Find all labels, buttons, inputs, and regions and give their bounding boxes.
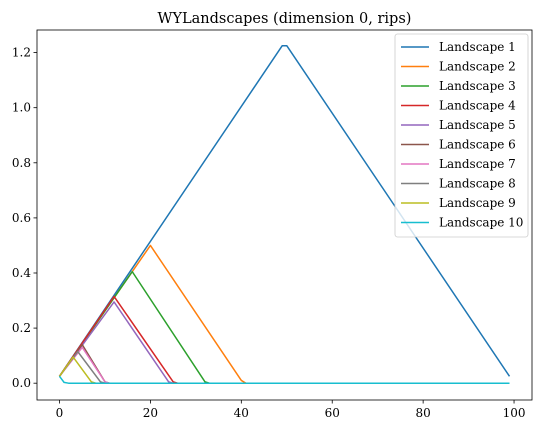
legend: Landscape 1 Landscape 2 Landscape 3 Landsca… xyxy=(394,33,529,238)
legend-label: Landscape 1 xyxy=(439,40,516,54)
legend-label: Landscape 7 xyxy=(439,157,516,171)
legend-label: Landscape 5 xyxy=(439,118,516,132)
y-tick-label: 1.0 xyxy=(12,101,31,115)
x-tick-label: 80 xyxy=(415,406,430,420)
x-tick-label: 20 xyxy=(143,406,158,420)
x-tick-label: 100 xyxy=(503,406,526,420)
legend-label: Landscape 9 xyxy=(439,196,516,210)
x-tick-label: 60 xyxy=(325,406,340,420)
series-line-landscape-3 xyxy=(58,270,510,384)
legend-label: Landscape 10 xyxy=(439,216,523,230)
y-tick-label: 0.8 xyxy=(12,156,31,170)
y-tick-label: 1.2 xyxy=(12,46,31,60)
series-line-landscape-6 xyxy=(58,343,510,384)
legend-label: Landscape 3 xyxy=(439,79,516,93)
series-line-landscape-4 xyxy=(58,295,510,384)
legend-label: Landscape 8 xyxy=(439,177,516,191)
legend-box xyxy=(394,33,529,238)
series-layer xyxy=(58,44,511,384)
x-tick-label: 0 xyxy=(56,406,64,420)
series-line-landscape-9 xyxy=(58,356,510,384)
y-tick-label: 0.4 xyxy=(12,266,31,280)
series-line-landscape-10 xyxy=(58,375,510,384)
legend-label: Landscape 2 xyxy=(439,60,516,74)
y-tick-label: 0.6 xyxy=(12,211,31,225)
x-tick-label: 40 xyxy=(234,406,249,420)
y-tick-label: 0.0 xyxy=(12,376,31,390)
series-line-landscape-7 xyxy=(58,346,510,384)
legend-label: Landscape 6 xyxy=(439,138,516,152)
chart-title: WYLandscapes (dimension 0, rips) xyxy=(158,11,412,27)
series-line-landscape-8 xyxy=(58,350,510,384)
axes-frame xyxy=(36,29,533,401)
legend-label: Landscape 4 xyxy=(439,99,516,113)
y-tick-label: 0.2 xyxy=(12,321,31,335)
ticks-layer: 0 20 40 60 80 100 0.0 0.2 0.4 0.6 0.8 1.0 1.2 xyxy=(12,46,526,420)
